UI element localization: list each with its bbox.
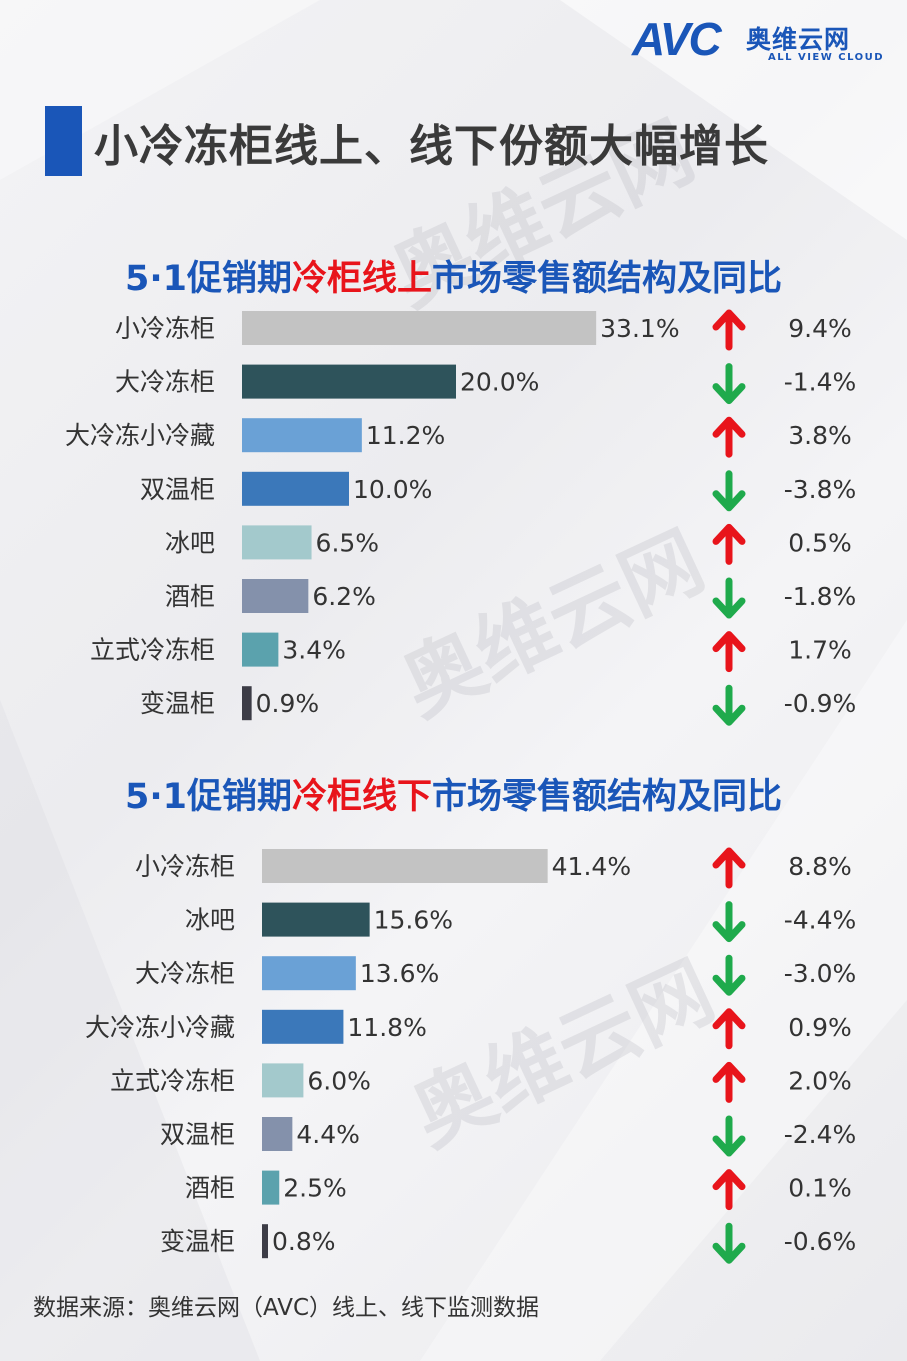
logo-brand: AVC [632, 13, 722, 65]
category-label: 立式冷冻柜 [110, 1066, 235, 1095]
value-label: 10.0% [353, 475, 432, 504]
category-label: 酒柜 [185, 1174, 235, 1203]
value-label: 11.2% [366, 421, 445, 450]
value-label: 6.2% [312, 582, 376, 611]
bar [242, 418, 362, 453]
yoy-label: 9.4% [788, 314, 852, 343]
bar [262, 1170, 280, 1205]
arrow-down-icon [712, 901, 746, 943]
value-label: 6.5% [316, 528, 380, 557]
bar [242, 525, 312, 560]
bar [242, 686, 252, 721]
arrow-up-icon [712, 523, 746, 565]
arrow-up-icon [712, 1008, 746, 1050]
logo-en: ALL VIEW CLOUD [768, 52, 885, 63]
offline-title-part1: 5·1促销期 [124, 777, 292, 817]
offline-title-part2: 冷柜线下 [291, 777, 432, 817]
category-label: 立式冷冻柜 [90, 636, 215, 665]
category-label: 双温柜 [140, 475, 215, 504]
yoy-label: -3.8% [784, 475, 857, 504]
arrow-up-icon [712, 309, 746, 351]
bar [262, 1009, 344, 1044]
arrow-down-icon [712, 1115, 746, 1157]
value-label: 15.6% [374, 906, 453, 935]
online-title-part3: 市场零售额结构及同比 [432, 259, 783, 299]
arrow-down-icon [712, 363, 746, 405]
value-label: 33.1% [600, 314, 679, 343]
category-label: 双温柜 [160, 1120, 235, 1149]
online-bar-chart: 小冷冻柜 33.1% 9.4% 大冷冻柜 20.0% -1.4% 大冷冻小冷藏 11.2% 3.… [65, 309, 857, 726]
value-label: 2.5% [283, 1174, 347, 1203]
online-title-part2: 冷柜线上 [291, 259, 432, 299]
category-label: 冰吧 [165, 528, 215, 557]
online-title-part1: 5·1促销期 [124, 259, 292, 299]
yoy-label: -1.4% [784, 368, 857, 397]
category-label: 冰吧 [185, 906, 235, 935]
category-label: 大冷冻柜 [115, 368, 215, 397]
yoy-label: 8.8% [788, 852, 852, 881]
title-accent-bar [45, 106, 82, 176]
logo-cn: 奥维云网 [746, 25, 851, 54]
yoy-label: 3.8% [788, 421, 852, 450]
yoy-label: -2.4% [784, 1120, 857, 1149]
value-label: 3.4% [282, 636, 346, 665]
value-label: 13.6% [360, 959, 439, 988]
category-label: 变温柜 [140, 689, 215, 718]
value-label: 0.9% [256, 689, 320, 718]
arrow-down-icon [712, 470, 746, 512]
offline-bar-chart: 小冷冻柜 41.4% 8.8% 冰吧 15.6% -4.4% 大冷冻柜 13.6% -3.0% 大… [85, 847, 857, 1264]
offline-chart-title: 5·1促销期冷柜线下市场零售额结构及同比 [0, 768, 907, 819]
value-label: 6.0% [307, 1066, 371, 1095]
bar [242, 311, 597, 345]
page-title: 小冷冻柜线上、线下份额大幅增长 [94, 121, 769, 172]
yoy-label: -3.0% [784, 959, 857, 988]
bar [242, 364, 456, 399]
category-label: 大冷冻柜 [135, 959, 235, 988]
value-label: 41.4% [552, 852, 631, 881]
offline-title-part3: 市场零售额结构及同比 [432, 777, 783, 817]
yoy-label: -0.9% [784, 689, 857, 718]
bar [262, 849, 548, 883]
bar [262, 1063, 304, 1098]
bar [262, 1117, 293, 1151]
yoy-label: 1.7% [788, 636, 852, 665]
yoy-label: 0.1% [788, 1174, 852, 1203]
arrow-down-icon [712, 954, 746, 996]
data-source-note: 数据来源：奥维云网（AVC）线上、线下监测数据 [33, 1295, 540, 1321]
yoy-label: -0.6% [784, 1227, 857, 1256]
arrow-down-icon [712, 577, 746, 619]
yoy-label: -4.4% [784, 906, 857, 935]
yoy-label: 0.9% [788, 1013, 852, 1042]
category-label: 大冷冻小冷藏 [85, 1013, 235, 1042]
bar [262, 1224, 268, 1259]
category-label: 小冷冻柜 [135, 852, 235, 881]
arrow-down-icon [712, 1222, 746, 1264]
online-chart-title: 5·1促销期冷柜线上市场零售额结构及同比 [0, 250, 907, 301]
arrow-up-icon [712, 847, 746, 889]
bar [242, 471, 349, 506]
bar [242, 632, 279, 667]
value-label: 11.8% [347, 1013, 426, 1042]
bar [262, 956, 356, 991]
avc-logo: AVC 奥维云网 ALL VIEW CLOUD [632, 13, 892, 68]
category-label: 变温柜 [160, 1227, 235, 1256]
yoy-label: 2.0% [788, 1066, 852, 1095]
arrow-up-icon [712, 1169, 746, 1211]
value-label: 0.8% [272, 1227, 336, 1256]
arrow-down-icon [712, 684, 746, 726]
bar [262, 902, 370, 937]
value-label: 20.0% [460, 368, 539, 397]
yoy-label: -1.8% [784, 582, 857, 611]
bar [242, 579, 309, 613]
category-label: 大冷冻小冷藏 [65, 421, 215, 450]
arrow-up-icon [712, 631, 746, 673]
category-label: 酒柜 [165, 582, 215, 611]
value-label: 4.4% [296, 1120, 360, 1149]
arrow-up-icon [712, 1061, 746, 1103]
yoy-label: 0.5% [788, 528, 852, 557]
arrow-up-icon [712, 416, 746, 458]
category-label: 小冷冻柜 [115, 314, 215, 343]
